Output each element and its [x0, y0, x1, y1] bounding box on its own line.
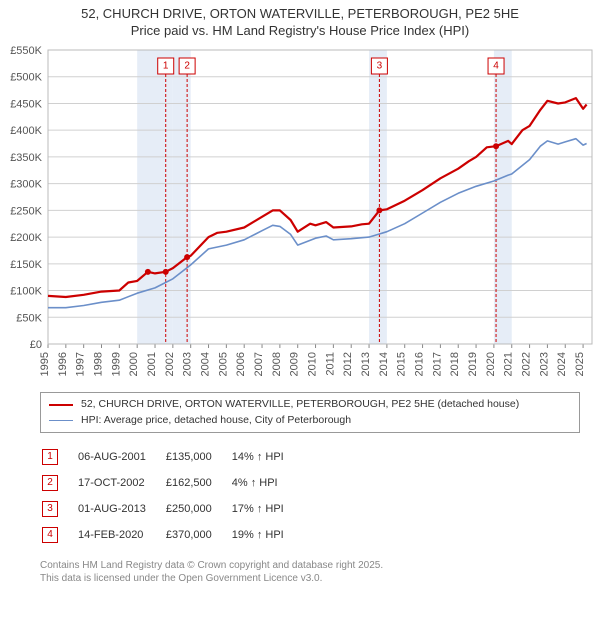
- svg-text:£0: £0: [30, 339, 42, 351]
- legend-label: HPI: Average price, detached house, City…: [81, 413, 351, 429]
- title-line-2: Price paid vs. HM Land Registry's House …: [10, 23, 590, 40]
- svg-text:£400K: £400K: [10, 125, 42, 137]
- svg-text:2018: 2018: [449, 352, 461, 376]
- svg-text:2025: 2025: [574, 352, 586, 376]
- event-pct: 17% ↑ HPI: [232, 497, 302, 521]
- event-pct: 14% ↑ HPI: [232, 445, 302, 469]
- legend-row: 52, CHURCH DRIVE, ORTON WATERVILLE, PETE…: [49, 397, 571, 413]
- footer-line-2: This data is licensed under the Open Gov…: [40, 572, 580, 585]
- legend-row: HPI: Average price, detached house, City…: [49, 413, 571, 429]
- svg-text:2014: 2014: [378, 352, 390, 376]
- svg-text:1998: 1998: [93, 352, 105, 376]
- events-table: 1 06-AUG-2001£135,00014% ↑ HPI 2 17-OCT-200…: [40, 443, 304, 549]
- svg-text:2007: 2007: [253, 352, 265, 376]
- svg-text:2016: 2016: [414, 352, 426, 376]
- legend-swatch: [49, 404, 73, 406]
- event-marker: 1: [42, 449, 58, 465]
- svg-text:2000: 2000: [128, 352, 140, 376]
- svg-text:1996: 1996: [57, 352, 69, 376]
- svg-text:2004: 2004: [200, 352, 212, 376]
- svg-text:£50K: £50K: [16, 312, 42, 324]
- svg-text:£150K: £150K: [10, 259, 42, 271]
- chart-title-block: 52, CHURCH DRIVE, ORTON WATERVILLE, PETE…: [0, 0, 600, 44]
- event-price: £135,000: [166, 445, 230, 469]
- event-row: 2 17-OCT-2002£162,5004% ↑ HPI: [42, 471, 302, 495]
- event-row: 1 06-AUG-2001£135,00014% ↑ HPI: [42, 445, 302, 469]
- svg-text:£200K: £200K: [10, 232, 42, 244]
- svg-text:4: 4: [493, 60, 499, 71]
- event-price: £370,000: [166, 523, 230, 547]
- svg-text:2020: 2020: [485, 352, 497, 376]
- title-line-1: 52, CHURCH DRIVE, ORTON WATERVILLE, PETE…: [10, 6, 590, 23]
- legend-swatch: [49, 420, 73, 421]
- svg-text:2001: 2001: [146, 352, 158, 376]
- svg-text:2008: 2008: [271, 352, 283, 376]
- svg-text:2: 2: [184, 60, 190, 71]
- chart: £0 £50K £100K £150K £200K £250K £300K £350K £400…: [0, 44, 600, 384]
- page-root: 52, CHURCH DRIVE, ORTON WATERVILLE, PETE…: [0, 0, 600, 585]
- event-pct: 19% ↑ HPI: [232, 523, 302, 547]
- svg-text:£500K: £500K: [10, 72, 42, 84]
- svg-text:2005: 2005: [217, 352, 229, 376]
- svg-text:2024: 2024: [556, 352, 568, 376]
- svg-text:2022: 2022: [521, 352, 533, 376]
- event-date: 17-OCT-2002: [78, 471, 164, 495]
- svg-text:2003: 2003: [182, 352, 194, 376]
- svg-text:2017: 2017: [431, 352, 443, 376]
- svg-text:2019: 2019: [467, 352, 479, 376]
- event-date: 06-AUG-2001: [78, 445, 164, 469]
- event-row: 3 01-AUG-2013£250,00017% ↑ HPI: [42, 497, 302, 521]
- event-price: £250,000: [166, 497, 230, 521]
- svg-text:1995: 1995: [39, 352, 51, 376]
- event-date: 14-FEB-2020: [78, 523, 164, 547]
- event-row: 4 14-FEB-2020£370,00019% ↑ HPI: [42, 523, 302, 547]
- event-date: 01-AUG-2013: [78, 497, 164, 521]
- svg-text:£300K: £300K: [10, 178, 42, 190]
- svg-text:2010: 2010: [307, 352, 319, 376]
- chart-svg: £0 £50K £100K £150K £200K £250K £300K £350K £400…: [0, 44, 600, 384]
- svg-text:2006: 2006: [235, 352, 247, 376]
- svg-text:3: 3: [377, 60, 383, 71]
- footer: Contains HM Land Registry data © Crown c…: [40, 559, 580, 585]
- svg-text:1999: 1999: [110, 352, 122, 376]
- event-marker: 4: [42, 527, 58, 543]
- legend: 52, CHURCH DRIVE, ORTON WATERVILLE, PETE…: [40, 392, 580, 434]
- svg-text:£450K: £450K: [10, 98, 42, 110]
- svg-text:2012: 2012: [342, 352, 354, 376]
- svg-text:1997: 1997: [75, 352, 87, 376]
- svg-text:£550K: £550K: [10, 45, 42, 57]
- svg-text:2023: 2023: [538, 352, 550, 376]
- svg-text:1: 1: [163, 60, 169, 71]
- legend-label: 52, CHURCH DRIVE, ORTON WATERVILLE, PETE…: [81, 397, 519, 413]
- svg-text:£350K: £350K: [10, 152, 42, 164]
- event-price: £162,500: [166, 471, 230, 495]
- svg-text:2013: 2013: [360, 352, 372, 376]
- svg-text:2011: 2011: [324, 352, 336, 376]
- footer-line-1: Contains HM Land Registry data © Crown c…: [40, 559, 580, 572]
- event-marker: 3: [42, 501, 58, 517]
- svg-text:2015: 2015: [396, 352, 408, 376]
- event-pct: 4% ↑ HPI: [232, 471, 302, 495]
- svg-text:2002: 2002: [164, 352, 176, 376]
- svg-text:2009: 2009: [289, 352, 301, 376]
- svg-text:£250K: £250K: [10, 205, 42, 217]
- event-marker: 2: [42, 475, 58, 491]
- svg-text:£100K: £100K: [10, 285, 42, 297]
- svg-text:2021: 2021: [503, 352, 515, 376]
